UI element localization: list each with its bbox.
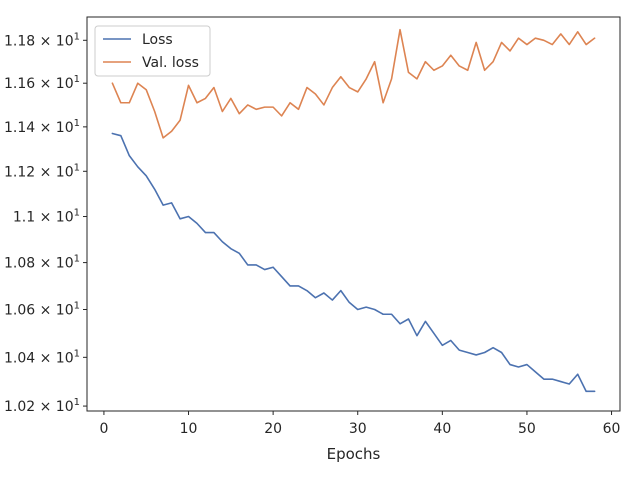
y-tick-mantissa: 1.04: [4, 350, 35, 366]
y-tick-base: 10: [56, 33, 74, 49]
x-tick-label: 50: [518, 421, 536, 437]
y-tick-mantissa: 1.08: [4, 256, 35, 272]
y-tick-mantissa: 1.14: [4, 120, 35, 136]
y-tick-base: 10: [56, 256, 74, 272]
y-tick-mantissa: 1.06: [4, 303, 35, 319]
x-tick-label: 10: [180, 421, 198, 437]
x-tick-label: 20: [264, 421, 282, 437]
y-tick-label: 1.12 × 101: [4, 162, 80, 180]
y-tick-base: 10: [56, 76, 74, 92]
legend-label: Loss: [142, 32, 173, 48]
axes-frame: [86, 16, 621, 412]
y-tick-label: 1.16 × 101: [4, 74, 80, 92]
y-tick-times: ×: [35, 210, 56, 226]
y-tick-mantissa: 1.02: [4, 399, 35, 415]
y-tick-times: ×: [35, 120, 56, 136]
y-tick-exponent: 1: [74, 162, 80, 173]
y-tick-times: ×: [35, 399, 56, 415]
y-tick-base: 10: [56, 120, 74, 136]
y-tick-exponent: 1: [74, 118, 80, 129]
y-tick-mantissa: 1.16: [4, 76, 35, 92]
y-tick-times: ×: [35, 33, 56, 49]
series-layer: [111, 28, 596, 393]
y-tick-label: 1.02 × 101: [4, 397, 80, 415]
y-tick-mantissa: 1.1: [13, 210, 35, 226]
y-tick-mantissa: 1.12: [4, 164, 35, 180]
y-tick-base: 10: [56, 210, 74, 226]
series-line-val-loss: [111, 28, 596, 139]
legend: Loss Val. loss: [94, 25, 211, 77]
y-tick-exponent: 1: [74, 254, 80, 265]
y-tick-times: ×: [35, 350, 56, 366]
y-tick-base: 10: [56, 399, 74, 415]
y-tick-label: 1.14 × 101: [4, 118, 80, 136]
y-tick-exponent: 1: [74, 74, 80, 85]
series-line-loss: [111, 132, 596, 393]
y-tick-exponent: 1: [74, 397, 80, 408]
y-tick-label: 1.04 × 101: [4, 348, 80, 366]
y-tick-times: ×: [35, 76, 56, 92]
y-tick-base: 10: [56, 164, 74, 180]
y-tick-exponent: 1: [74, 301, 80, 312]
y-tick-times: ×: [35, 164, 56, 180]
x-tick-label: 40: [433, 421, 451, 437]
y-tick-times: ×: [35, 256, 56, 272]
y-tick-exponent: 1: [74, 31, 80, 42]
y-tick-label: 1.08 × 101: [4, 254, 80, 272]
y-tick-base: 10: [56, 350, 74, 366]
y-tick-exponent: 1: [74, 348, 80, 359]
legend-label: Val. loss: [142, 55, 199, 71]
x-tick-label: 30: [349, 421, 367, 437]
y-tick-times: ×: [35, 303, 56, 319]
y-tick-label: 1.18 × 101: [4, 31, 80, 49]
y-tick-base: 10: [56, 303, 74, 319]
x-tick-label: 0: [99, 421, 108, 437]
y-tick-label: 1.1 × 101: [13, 208, 80, 226]
y-tick-label: 1.06 × 101: [4, 301, 80, 319]
x-tick-label: 60: [603, 421, 621, 437]
x-axis-label: Epochs: [327, 445, 381, 463]
y-tick-mantissa: 1.18: [4, 33, 35, 49]
y-tick-exponent: 1: [74, 208, 80, 219]
